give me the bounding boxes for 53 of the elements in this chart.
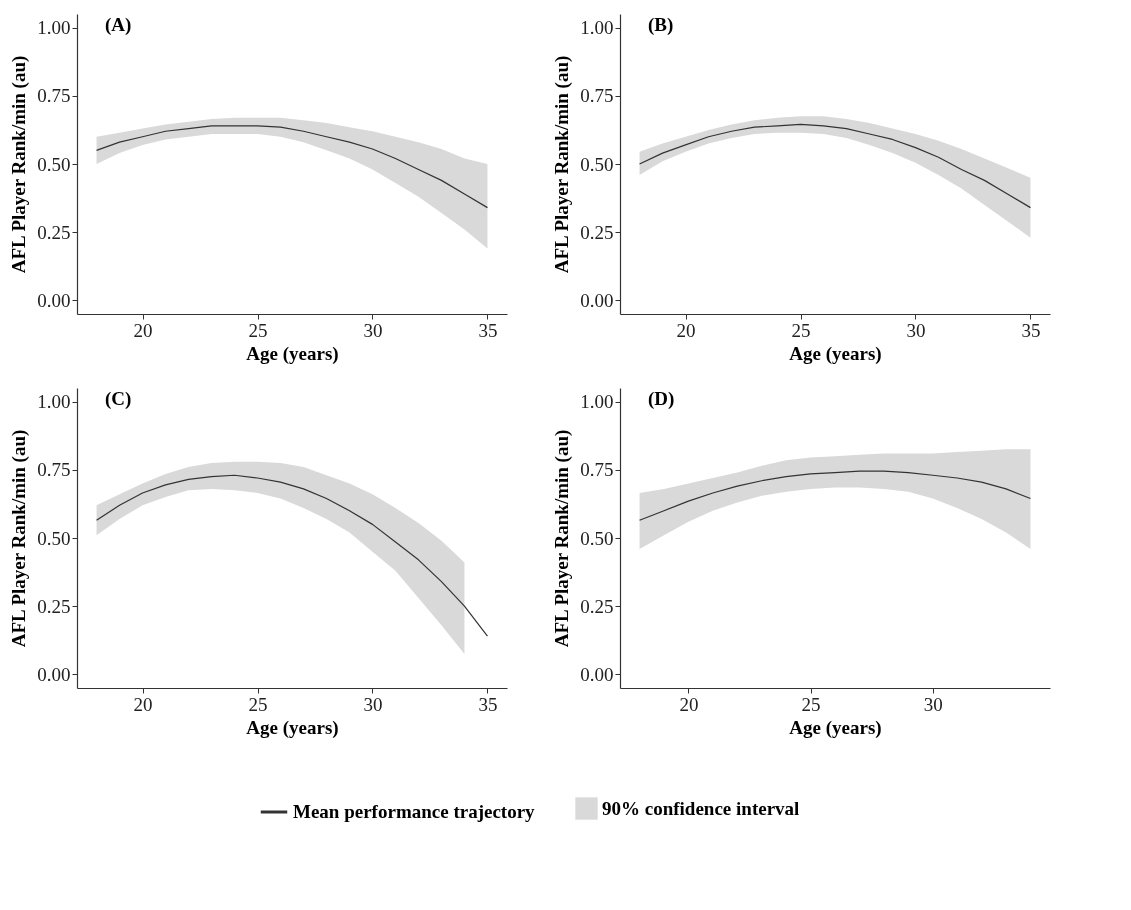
chart-title: (D) bbox=[648, 388, 675, 410]
line-series bbox=[638, 123, 1032, 209]
x-tick-label: 35 bbox=[478, 319, 498, 341]
legend-label: Mean performance trajectory bbox=[293, 801, 536, 822]
line-series bbox=[638, 470, 1032, 521]
y-tick-label: 1.00 bbox=[37, 17, 71, 39]
y-tick-label: 0.00 bbox=[580, 663, 614, 685]
y-tick-label: 0.25 bbox=[37, 221, 71, 243]
y-tick-label: 0.00 bbox=[580, 289, 614, 311]
y-axis-title: AFL Player Rank/min (au) bbox=[551, 55, 574, 274]
x-axis-title: Age (years) bbox=[246, 716, 339, 739]
x-axis-title: Age (years) bbox=[246, 342, 339, 365]
x-tick-label: 30 bbox=[363, 693, 383, 715]
x-tick-label: 35 bbox=[1021, 319, 1041, 341]
x-axis-title: Age (years) bbox=[789, 716, 882, 739]
y-tick-label: 0.75 bbox=[580, 459, 614, 481]
y-tick-label: 0.75 bbox=[37, 459, 71, 481]
x-axis-title: Age (years) bbox=[789, 342, 882, 365]
y-axis-title: AFL Player Rank/min (au) bbox=[551, 429, 574, 648]
y-tick-label: 0.50 bbox=[580, 527, 614, 549]
line-series bbox=[95, 474, 489, 637]
x-tick-label: 25 bbox=[248, 693, 268, 715]
y-tick-label: 0.75 bbox=[580, 85, 614, 107]
x-tick-label: 30 bbox=[906, 319, 926, 341]
x-tick-label: 25 bbox=[801, 693, 821, 715]
chart-title: (B) bbox=[648, 14, 674, 36]
y-axis-title: AFL Player Rank/min (au) bbox=[8, 429, 31, 648]
x-tick-label: 20 bbox=[676, 319, 696, 341]
y-tick-label: 0.00 bbox=[37, 663, 71, 685]
x-tick-label: 30 bbox=[363, 319, 383, 341]
y-tick-label: 0.25 bbox=[580, 221, 614, 243]
x-tick-label: 25 bbox=[248, 319, 268, 341]
x-tick-label: 20 bbox=[679, 693, 699, 715]
x-tick-label: 30 bbox=[923, 693, 943, 715]
y-tick-label: 0.25 bbox=[580, 595, 614, 617]
y-tick-label: 1.00 bbox=[580, 391, 614, 413]
x-tick-label: 25 bbox=[791, 319, 811, 341]
y-tick-label: 0.50 bbox=[580, 153, 614, 175]
chart-title: (C) bbox=[105, 388, 132, 410]
x-tick-label: 20 bbox=[133, 693, 153, 715]
y-tick-label: 0.75 bbox=[37, 85, 71, 107]
y-tick-label: 0.25 bbox=[37, 595, 71, 617]
line-series bbox=[95, 125, 489, 209]
y-tick-label: 0.50 bbox=[37, 153, 71, 175]
y-tick-label: 1.00 bbox=[37, 391, 71, 413]
text: 90% confidence interval bbox=[602, 797, 800, 819]
y-tick-label: 1.00 bbox=[580, 17, 614, 39]
y-tick-label: 0.00 bbox=[37, 289, 71, 311]
chart-title: (A) bbox=[105, 14, 132, 36]
x-tick-label: 35 bbox=[478, 693, 498, 715]
x-tick-label: 20 bbox=[133, 319, 153, 341]
y-tick-label: 0.50 bbox=[37, 527, 71, 549]
y-axis-title: AFL Player Rank/min (au) bbox=[8, 55, 31, 274]
